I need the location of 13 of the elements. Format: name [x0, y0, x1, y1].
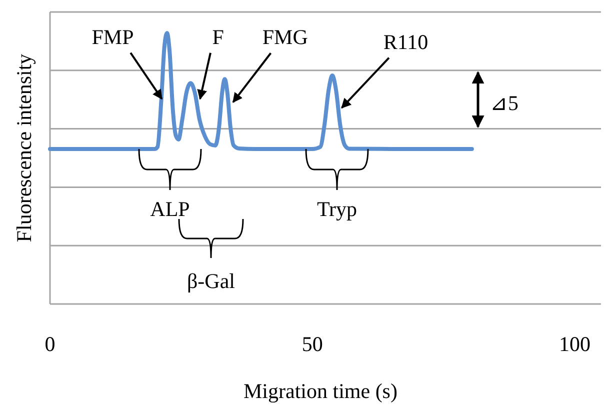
annotation: R110 [383, 30, 428, 54]
annotation: ⊿5 [490, 91, 518, 115]
x-tick-label: 0 [44, 332, 56, 356]
annotation: Tryp [316, 197, 358, 221]
annotation: β-Gal [187, 269, 236, 293]
annotation: FMP [92, 24, 134, 49]
y-axis-title: Fluorescence intensity [12, 53, 36, 242]
x-axis-title: Migration time (s) [244, 379, 398, 403]
annotation: F [212, 24, 224, 49]
annotation: ALP [150, 197, 190, 221]
x-tick-label: 100 [559, 332, 591, 356]
annotation: FMG [262, 25, 308, 50]
x-tick-label: 50 [302, 332, 323, 356]
